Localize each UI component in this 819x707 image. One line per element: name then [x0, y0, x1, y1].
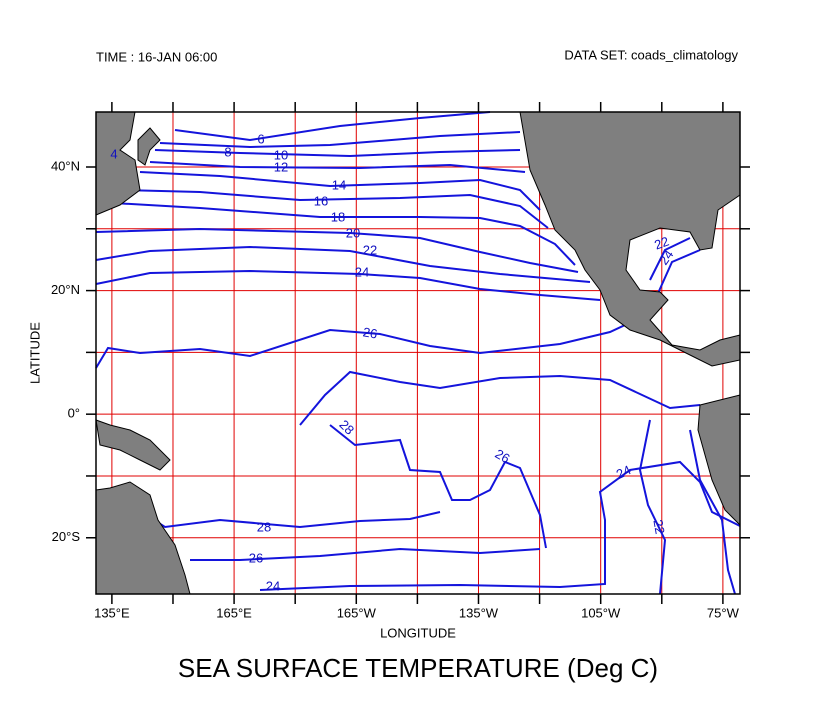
contour-label: 26: [493, 446, 513, 466]
time-label: TIME : 16-JAN 06:00: [96, 49, 217, 64]
contour-label: 24: [656, 247, 677, 267]
contour: [159, 131, 521, 149]
contour-label: 26: [362, 324, 379, 341]
contours: [95, 111, 741, 595]
contour-label: 22: [650, 518, 667, 535]
contour-label: 14: [332, 177, 346, 192]
contour-label: 22: [363, 242, 377, 257]
contour-label: 6: [257, 131, 264, 146]
contour: [154, 149, 521, 158]
contour: [149, 161, 526, 173]
plot-area: 4 6 8 10 12 14 16 18 20 22 24 26 28 26 2…: [95, 111, 741, 595]
contour-label: 12: [274, 159, 288, 174]
y-tick-label: 20°S: [52, 529, 81, 544]
contour: [329, 424, 547, 549]
contour-label: 8: [224, 144, 231, 159]
contour-label: 20: [346, 225, 360, 240]
land-new-guinea: [95, 419, 171, 471]
contour: [638, 419, 667, 595]
contour: [689, 429, 736, 595]
contour: [119, 189, 549, 229]
contour-label: 24: [355, 264, 369, 279]
dataset-label: DATA SET: coads_climatology: [564, 47, 738, 62]
y-axis-label: LATITUDE: [27, 322, 42, 384]
contour-label: 4: [110, 146, 117, 161]
land-japan: [137, 127, 161, 166]
contour: [95, 227, 579, 273]
contour: [95, 201, 576, 266]
contour: [259, 460, 741, 591]
contour: [649, 237, 691, 281]
land: [95, 111, 741, 595]
x-tick-label: 135°E: [94, 605, 130, 620]
contour: [654, 249, 701, 301]
contour: [190, 547, 541, 561]
x-tick-label: 75°W: [707, 605, 740, 620]
contour-label: 18: [331, 209, 345, 224]
land-north-america: [519, 111, 741, 367]
contour-label: 22: [652, 233, 671, 252]
y-tick-label: 0°: [68, 406, 80, 421]
contour-label: 16: [314, 193, 328, 208]
y-tick-label: 20°N: [51, 282, 80, 297]
contour-label: 28: [257, 519, 271, 534]
contour: [139, 171, 541, 211]
map-title: SEA SURFACE TEMPERATURE (Deg C): [178, 653, 658, 683]
contour: [95, 317, 641, 369]
x-tick-label: 135°W: [459, 605, 499, 620]
contour-labels: 4 6 8 10 12 14 16 18 20 22 24 26 28 26 2…: [110, 131, 676, 593]
x-axis-label: LONGITUDE: [380, 625, 456, 640]
contour: [299, 370, 701, 426]
contour: [95, 269, 601, 301]
contour: [174, 111, 491, 142]
contour: [95, 245, 591, 283]
contour-label: 24: [614, 462, 633, 482]
x-tick-label: 165°E: [216, 605, 252, 620]
x-tick-label: 165°W: [337, 605, 377, 620]
y-tick-label: 40°N: [51, 158, 80, 173]
x-tick-label: 105°W: [581, 605, 621, 620]
land-asia: [95, 111, 141, 216]
contour-label: 26: [249, 550, 263, 565]
contour-label: 24: [266, 578, 280, 593]
contour-label: 10: [274, 147, 288, 162]
